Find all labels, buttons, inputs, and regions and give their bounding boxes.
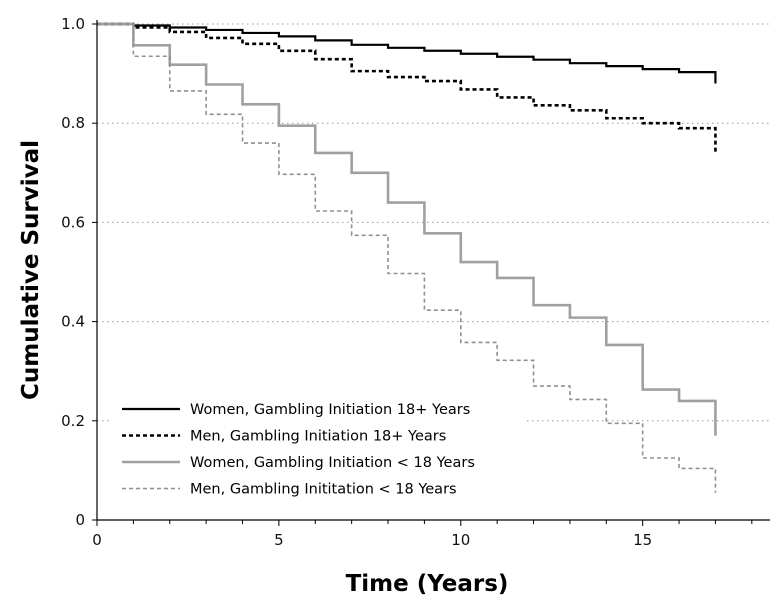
y-tick-label: 0.4 [61,313,85,331]
y-tick-label: 0.6 [61,213,85,231]
y-axis-title: Cumulative Survival [18,140,44,400]
axes [96,20,770,521]
series-lines [97,22,717,493]
y-tick-label: 0.2 [61,412,85,430]
x-tick-label: 10 [451,531,470,549]
series-line [97,22,717,436]
legend-label: Men, Gambling Initiation 18+ Years [190,429,446,445]
legend-label: Women, Gambling Initiation 18+ Years [190,402,470,418]
x-tick-label: 5 [274,531,284,549]
y-tick-label: 0 [75,511,85,529]
legend-box [112,384,524,509]
grid-lines [97,23,770,422]
series-line [97,22,717,84]
y-tick-label: 1.0 [61,15,85,33]
legend-label: Men, Gambling Inititation < 18 Years [190,482,457,498]
x-tick-label: 15 [633,531,652,549]
axis-ticks: 0 5 10 15 0 0.2 0.4 0.6 0.8 1.0 [61,15,753,549]
y-tick-label: 0.8 [61,114,85,132]
x-tick-label: 0 [92,531,102,549]
legend: Women, Gambling Initiation 18+ Years Men,… [112,384,524,509]
x-axis-title: Time (Years) [346,571,509,597]
legend-label: Women, Gambling Initiation < 18 Years [190,455,475,471]
series-line [97,23,717,493]
series-line [97,22,717,153]
